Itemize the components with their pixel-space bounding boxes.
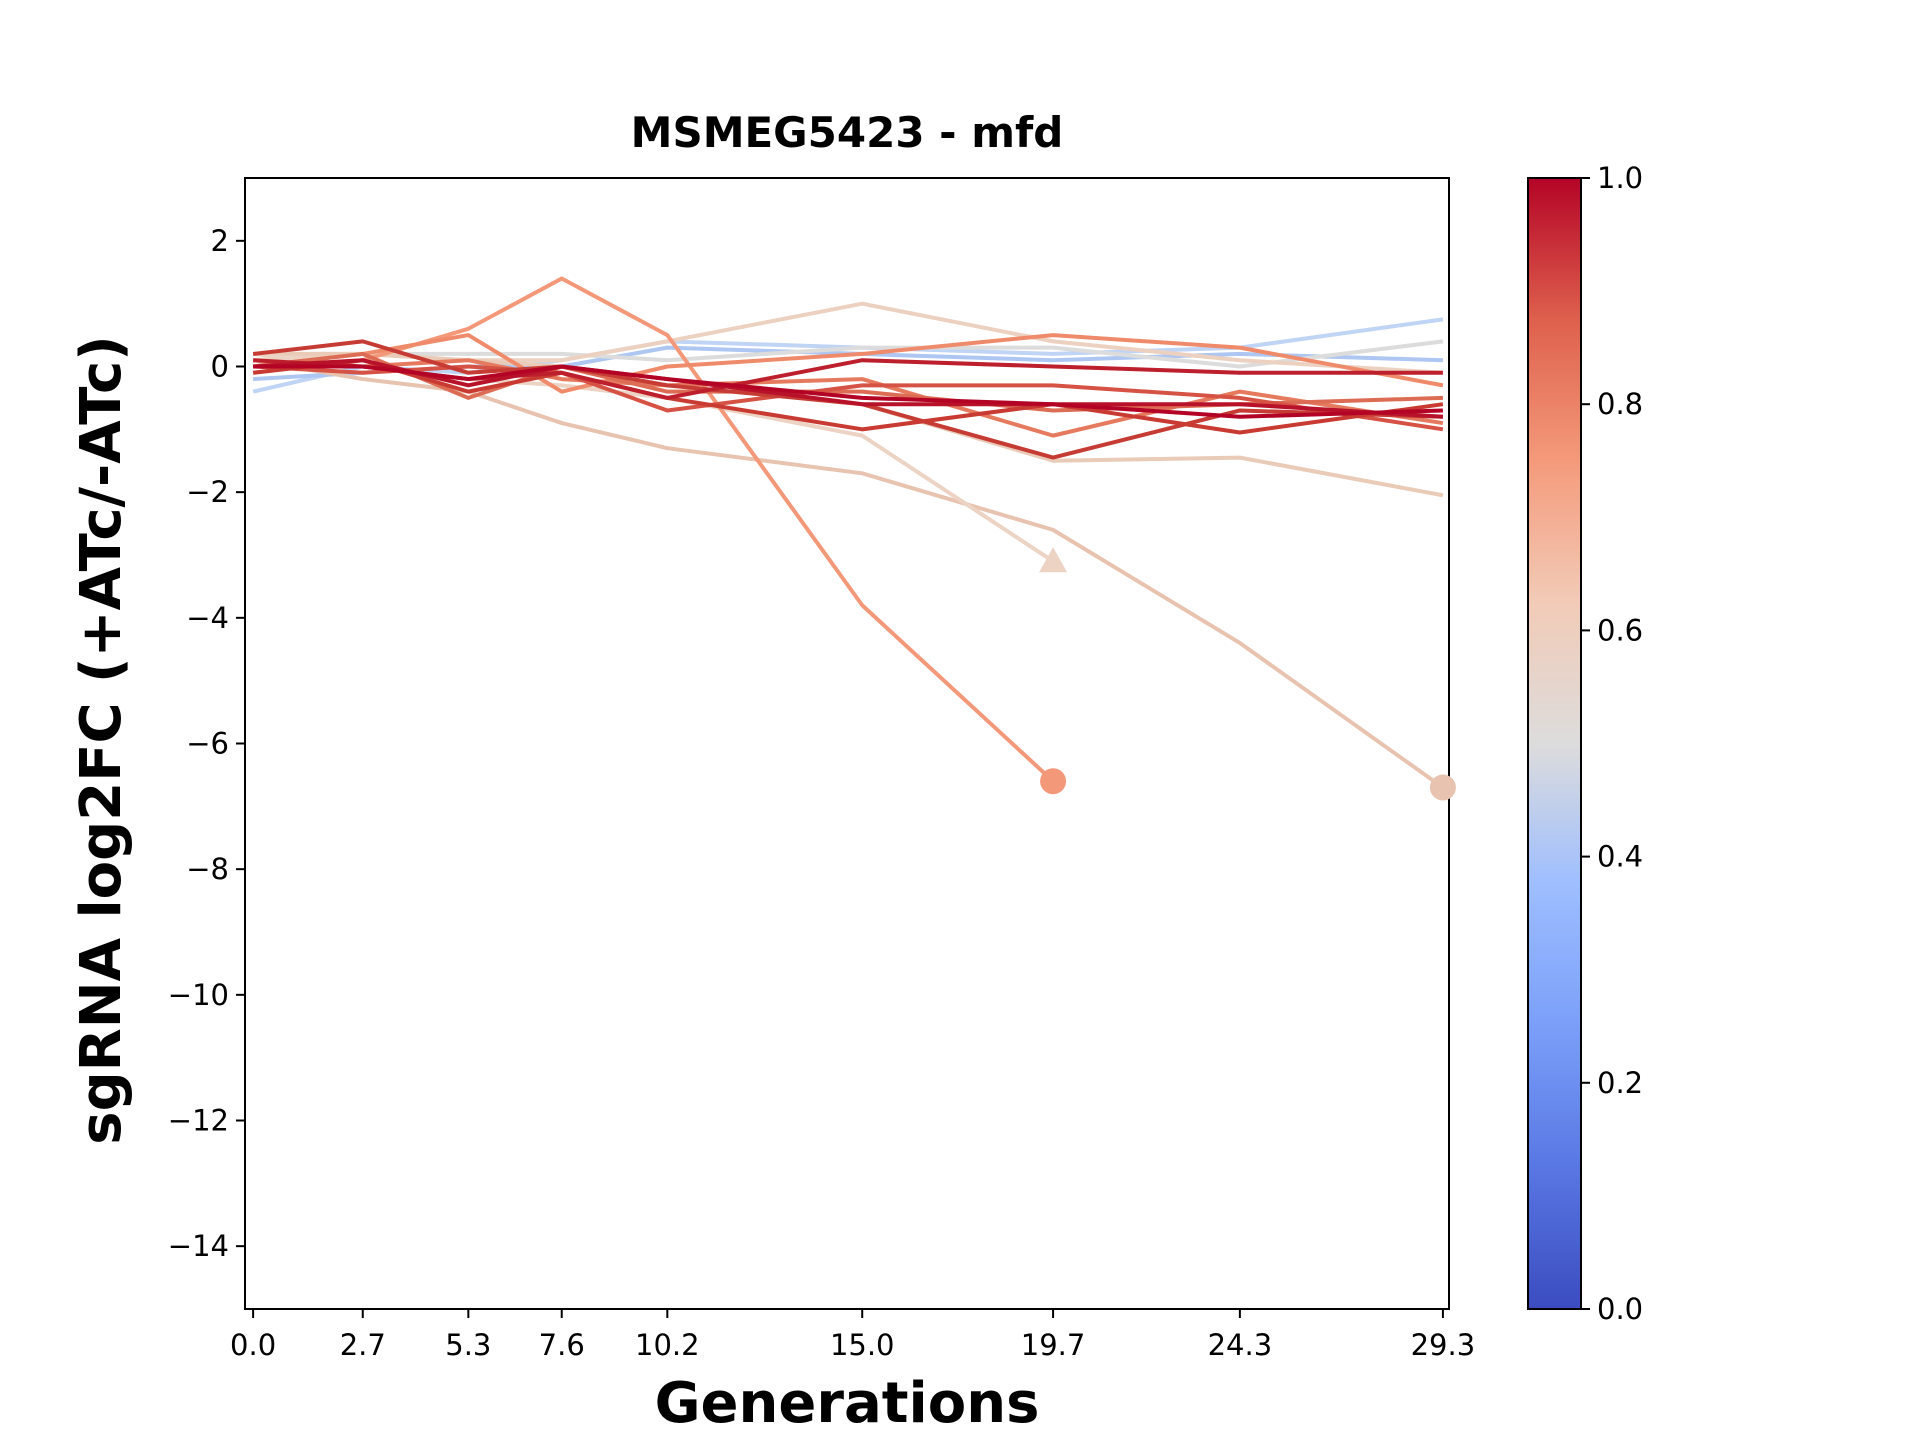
x-tick-label: 19.7 [1021,1328,1086,1362]
colorbar-tick-label: 0.0 [1597,1292,1643,1326]
y-tick-label: −14 [168,1229,229,1263]
y-tick-label: −2 [186,475,229,509]
y-tick-label: 2 [211,224,229,258]
y-axis-label: sgRNA log2FC (+ATc/-ATc) [69,335,134,1145]
y-tick-label: −4 [186,601,229,635]
series-line [253,364,1443,419]
end-marker [1429,774,1456,801]
x-axis-label: Generations [655,1371,1040,1436]
x-tick-label: 29.3 [1411,1328,1476,1362]
colorbar-tick-label: 0.8 [1597,387,1643,421]
x-tick-label: 15.0 [830,1328,895,1362]
y-tick-label: −8 [186,852,229,886]
x-tick-label: 24.3 [1208,1328,1273,1362]
colorbar-tick-label: 0.4 [1597,840,1643,874]
colorbar-tick-label: 0.2 [1597,1066,1643,1100]
end-marker [1040,768,1067,795]
chart-title: MSMEG5423 - mfd [631,108,1064,157]
series-line [252,339,1443,460]
colorbar [1527,177,1582,1310]
colorbar-tick-label: 1.0 [1597,161,1643,195]
colorbar-tick-label: 0.6 [1597,613,1643,647]
end-marker [1039,547,1068,573]
x-tick-label: 10.2 [635,1328,700,1362]
series-line [252,333,1444,394]
x-tick-label: 0.0 [230,1328,276,1362]
series-line [253,339,1444,369]
y-tick-label: 0 [211,350,229,384]
x-tick-label: 5.3 [445,1328,491,1362]
y-tick-label: −12 [168,1104,229,1138]
plot-area [252,276,1445,790]
x-tick-label: 2.7 [340,1328,386,1362]
series-line [252,358,1445,790]
x-tick-label: 7.6 [539,1328,585,1362]
y-tick-label: −6 [186,727,229,761]
y-tick-label: −10 [168,978,229,1012]
